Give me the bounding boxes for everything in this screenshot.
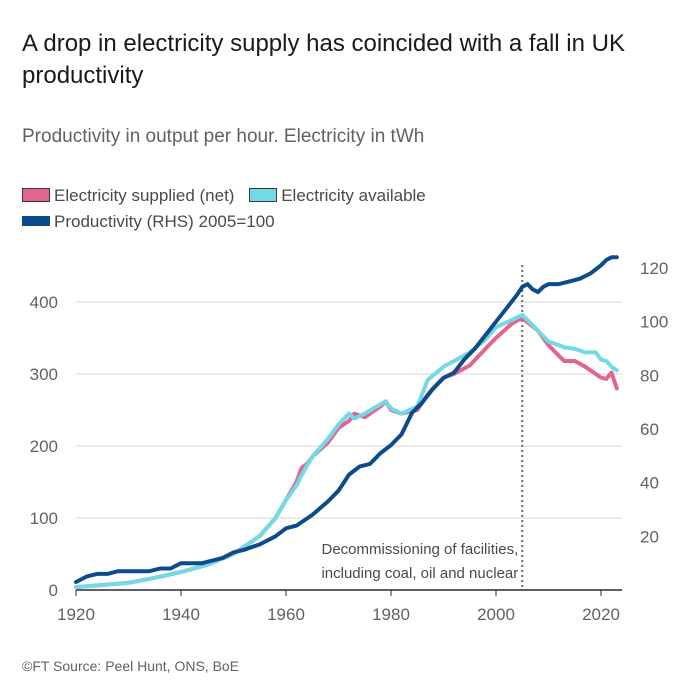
x-tick-1960: 1960 xyxy=(267,605,305,624)
x-tick-1920: 1920 xyxy=(57,605,95,624)
x-tick-1980: 1980 xyxy=(372,605,410,624)
source-note: ©FT Source: Peel Hunt, ONS, BoE xyxy=(22,658,240,674)
y-right-tick-100: 100 xyxy=(640,313,668,332)
legend-swatch-electricity-supplied xyxy=(22,188,50,202)
y-right-tick-40: 40 xyxy=(640,474,659,493)
annotation-text-line2: including coal, oil and nuclear xyxy=(321,565,518,582)
legend-item-electricity-available: Electricity available xyxy=(249,183,426,209)
y-right-tick-60: 60 xyxy=(640,420,659,439)
x-tick-2020: 2020 xyxy=(582,605,620,624)
y-left-tick-100: 100 xyxy=(30,509,58,528)
legend-label-electricity-supplied: Electricity supplied (net) xyxy=(54,186,235,205)
series-line-1 xyxy=(74,313,619,590)
chart-title: A drop in electricity supply has coincid… xyxy=(22,30,625,89)
chart-subtitle: Productivity in output per hour. Electri… xyxy=(22,126,425,147)
legend-label-electricity-available: Electricity available xyxy=(281,186,426,205)
y-left-tick-0: 0 xyxy=(49,581,58,600)
y-left-tick-300: 300 xyxy=(30,365,58,384)
legend-swatch-productivity xyxy=(22,216,50,226)
legend-label-productivity: Productivity (RHS) 2005=100 xyxy=(54,212,275,231)
y-right-tick-120: 120 xyxy=(640,259,668,278)
annotation-text-line1: Decommissioning of facilities, xyxy=(322,541,519,558)
series-line-2 xyxy=(74,255,619,584)
y-right-tick-20: 20 xyxy=(640,527,659,546)
legend-swatch-electricity-available xyxy=(249,188,278,202)
x-tick-1940: 1940 xyxy=(162,605,200,624)
y-left-tick-200: 200 xyxy=(30,437,58,456)
legend-item-productivity: Productivity (RHS) 2005=100 xyxy=(22,209,275,235)
x-tick-2000: 2000 xyxy=(477,605,515,624)
legend: Electricity supplied (net) Electricity a… xyxy=(22,183,662,235)
y-right-tick-80: 80 xyxy=(640,366,659,385)
legend-item-electricity-supplied: Electricity supplied (net) xyxy=(22,183,234,209)
y-left-tick-400: 400 xyxy=(30,293,58,312)
